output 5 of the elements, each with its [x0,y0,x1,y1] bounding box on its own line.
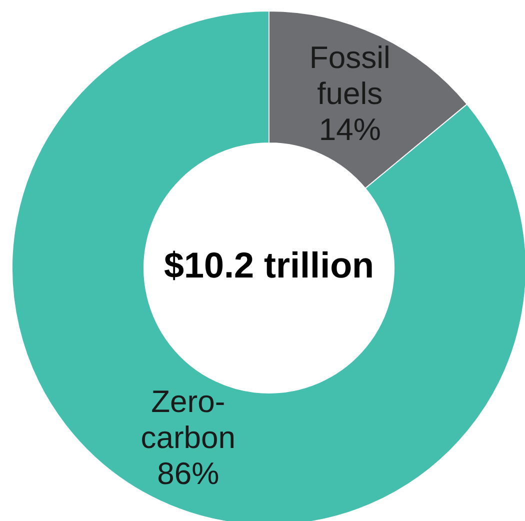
slice-label: Zero-carbon [140,384,236,456]
slice-label: Fossil fuels [309,40,390,112]
text: $10.2 trillion [164,244,374,286]
data-label: 86% [157,456,220,492]
data-label: 14% [318,112,381,148]
